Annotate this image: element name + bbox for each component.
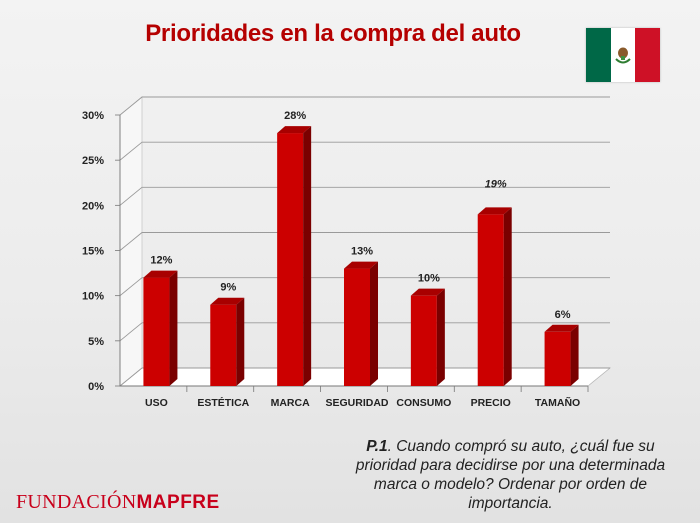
bar-top [477, 207, 512, 215]
bar-value-label: 10% [418, 273, 440, 285]
x-category-label: PRECIO [471, 397, 511, 409]
flag-emblem-icon [615, 47, 631, 64]
y-tick-label: 15% [82, 246, 104, 258]
bar [544, 324, 579, 386]
bar-top [143, 270, 178, 278]
bar-front [544, 331, 571, 386]
bar-side [169, 270, 178, 386]
fundacion-mapfre-logo: FUNDACIÓNMAPFRE [16, 491, 220, 514]
y-tick-label: 30% [82, 110, 104, 122]
bar-top [277, 126, 312, 134]
bar-front [277, 133, 304, 386]
bar-side [236, 297, 245, 386]
y-tick-label: 10% [82, 291, 104, 303]
bar [410, 288, 445, 386]
gridline [119, 277, 610, 297]
bar-front [344, 268, 370, 386]
bar-top [210, 297, 245, 305]
bar-side [370, 261, 378, 386]
gridline [119, 232, 610, 251]
logo-text-fundacion: FUNDACIÓN [16, 491, 137, 513]
gridline [119, 322, 610, 342]
bar-side [503, 207, 512, 386]
bar-front [410, 295, 437, 386]
flag-stripe-red [635, 28, 661, 82]
gridline [119, 186, 610, 206]
x-category-label: CONSUMO [396, 397, 451, 409]
bar-top [410, 288, 445, 296]
bar-front [210, 304, 237, 386]
question-text: . Cuando compró su auto, ¿cuál fue su pr… [355, 438, 666, 512]
gridline [119, 367, 610, 387]
bar-side [303, 126, 312, 387]
y-tick-label: 0% [88, 381, 104, 393]
bar-value-label: 13% [351, 246, 373, 258]
y-tick-label: 25% [82, 155, 104, 167]
bar-top [544, 324, 579, 332]
bar-value-label: 12% [150, 255, 172, 267]
bar-value-label: 6% [555, 309, 571, 321]
y-tick-label: 20% [82, 200, 104, 212]
bar-side [570, 324, 579, 386]
survey-question: P.1. Cuando compró su auto, ¿cuál fue su… [338, 437, 683, 513]
x-category-label: USO [145, 397, 168, 409]
bar-value-label: 19% [485, 178, 507, 190]
bar-top [344, 261, 378, 269]
bar-front [143, 277, 170, 386]
question-number: P.1 [366, 438, 388, 455]
bar-side [436, 288, 445, 386]
bar [477, 207, 512, 386]
x-category-label: ESTÉTICA [197, 396, 249, 409]
x-category-label: SEGURIDAD [325, 397, 388, 409]
x-category-label: MARCA [271, 397, 310, 409]
x-category-label: TAMAÑO [535, 396, 580, 409]
gridline [119, 96, 610, 116]
gridline [119, 141, 610, 161]
bar [344, 261, 378, 386]
bar [277, 126, 312, 387]
bar-value-label: 28% [284, 110, 306, 122]
slide-title: Prioridades en la compra del auto [145, 20, 521, 47]
bar [143, 270, 178, 386]
bar-value-label: 9% [220, 282, 236, 294]
flag-stripe-green [586, 28, 611, 82]
mexico-flag-icon [586, 28, 661, 82]
logo-text-mapfre: MAPFRE [136, 492, 220, 513]
bar-front [477, 214, 504, 386]
bar [210, 297, 245, 386]
y-tick-label: 5% [88, 336, 104, 348]
